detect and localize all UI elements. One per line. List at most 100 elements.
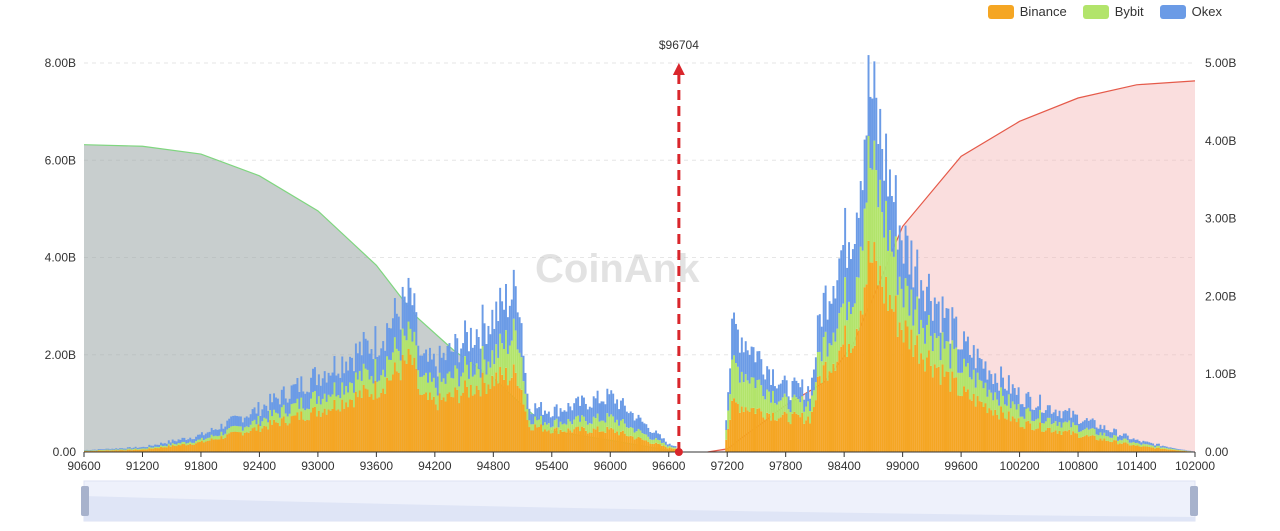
bar-okex — [330, 376, 332, 397]
zoom-slider[interactable] — [81, 481, 1198, 521]
bar-okex — [94, 450, 96, 451]
bar-binance — [404, 360, 406, 452]
bar-binance — [224, 438, 226, 452]
bar-binance — [450, 397, 452, 452]
bar-bybit — [240, 426, 242, 432]
legend-item-binance[interactable]: Binance — [988, 4, 1067, 19]
bar-bybit — [269, 410, 271, 420]
bar-okex — [376, 357, 378, 382]
x-tick-label: 102000 — [1175, 459, 1215, 473]
bar-binance — [624, 434, 626, 452]
bar-okex — [353, 371, 355, 393]
bar-bybit — [1068, 420, 1070, 429]
bar-bybit — [458, 386, 460, 403]
bar-binance — [293, 416, 295, 452]
bar-bybit — [256, 424, 258, 430]
bar-okex — [296, 378, 298, 399]
bar-binance — [359, 390, 361, 452]
bar-okex — [602, 402, 604, 421]
bar-bybit — [222, 435, 224, 439]
bar-okex — [501, 301, 503, 343]
bar-okex — [337, 374, 339, 395]
bar-okex — [484, 323, 486, 359]
bar-okex — [1162, 446, 1164, 448]
bar-okex — [864, 140, 866, 209]
bar-okex — [250, 414, 252, 425]
bar-bybit — [569, 421, 571, 430]
bar-bybit — [1070, 427, 1072, 434]
bar-okex — [842, 245, 844, 304]
bar-bybit — [601, 421, 603, 432]
bar-okex — [144, 447, 146, 448]
bar-okex — [790, 400, 792, 412]
bar-bybit — [209, 438, 211, 441]
bar-okex — [856, 213, 858, 277]
zoom-handle-right[interactable] — [1190, 486, 1198, 516]
bar-okex — [953, 318, 955, 349]
legend-item-okex[interactable]: Okex — [1160, 4, 1222, 19]
bar-okex — [659, 434, 661, 440]
bar-okex — [1094, 420, 1096, 429]
bar-bybit — [382, 370, 384, 389]
bar-okex — [834, 298, 836, 341]
bar-okex — [489, 334, 491, 367]
bar-bybit — [332, 394, 334, 409]
bar-bybit — [895, 236, 897, 295]
bar-binance — [850, 353, 852, 452]
bar-okex — [378, 355, 380, 380]
legend-item-bybit[interactable]: Bybit — [1083, 4, 1144, 19]
bar-bybit — [281, 407, 283, 418]
bar-okex — [226, 421, 228, 430]
bar-binance — [367, 389, 369, 452]
x-tick-label: 92400 — [243, 459, 277, 473]
bar-bybit — [248, 427, 250, 433]
bar-bybit — [756, 380, 758, 409]
bar-bybit — [901, 289, 903, 330]
bar-okex — [150, 446, 152, 448]
bar-bybit — [846, 320, 848, 357]
bar-bybit — [1020, 417, 1022, 427]
bar-okex — [129, 447, 131, 448]
bar-binance — [310, 412, 312, 452]
bar-bybit — [343, 395, 345, 409]
bar-binance — [587, 433, 589, 452]
bar-binance — [595, 429, 597, 452]
bar-bybit — [503, 349, 505, 380]
bar-binance — [511, 378, 513, 452]
bar-binance — [164, 447, 166, 452]
bar-bybit — [1037, 418, 1039, 428]
bar-binance — [495, 372, 497, 452]
bar-bybit — [893, 257, 895, 312]
bar-okex — [1025, 394, 1027, 409]
bar-binance — [862, 315, 864, 452]
bar-okex — [298, 392, 300, 409]
bar-okex — [265, 406, 267, 419]
bar-bybit — [788, 409, 790, 422]
bar-okex — [213, 430, 215, 436]
bar-okex — [1088, 421, 1090, 430]
bar-binance — [743, 412, 745, 452]
bar-okex — [437, 376, 439, 395]
bar-binance — [988, 408, 990, 452]
zoom-handle-left[interactable] — [81, 486, 89, 516]
bar-bybit — [306, 409, 308, 420]
bar-okex — [1006, 391, 1008, 406]
bar-binance — [1061, 435, 1063, 452]
bar-bybit — [135, 448, 137, 449]
bar-bybit — [984, 383, 986, 403]
y-left-tick-label: 6.00B — [45, 153, 76, 167]
bar-okex — [267, 411, 269, 422]
bar-okex — [1109, 432, 1111, 438]
bar-bybit — [1119, 440, 1121, 444]
bar-okex — [1107, 430, 1109, 436]
bar-bybit — [298, 409, 300, 420]
y-right-tick-label: 3.00B — [1205, 212, 1236, 226]
bar-binance — [191, 445, 193, 452]
bar-binance — [801, 413, 803, 452]
bar-binance — [661, 446, 663, 452]
bar-okex — [1049, 405, 1051, 418]
bar-okex — [597, 391, 599, 414]
bar-okex — [797, 383, 799, 399]
legend-swatch-okex — [1160, 5, 1186, 19]
bar-binance — [380, 393, 382, 452]
